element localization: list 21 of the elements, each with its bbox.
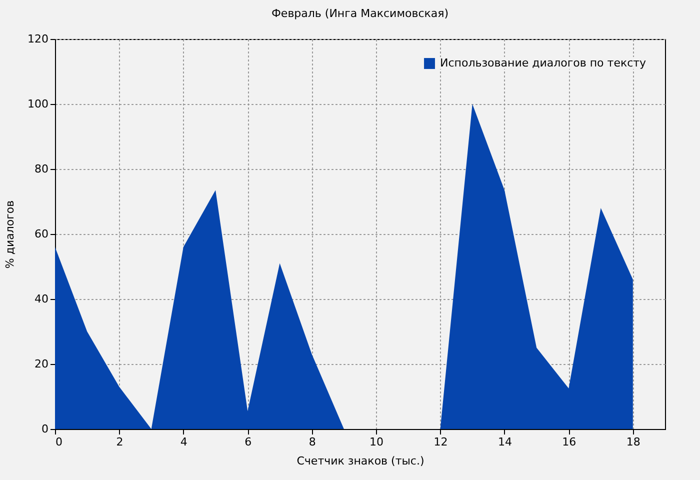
x-tick-label: 16 [562,436,576,448]
y-tick-label: 40 [34,292,48,306]
x-tick-label: 8 [308,436,316,448]
x-tick-label: 4 [180,436,188,448]
y-tick-label: 0 [42,422,48,436]
x-tick-label: 2 [116,436,124,448]
x-tick-label: 6 [244,436,252,448]
x-tick-label: 10 [370,436,384,448]
y-tick-label: 60 [34,228,48,240]
x-tick-label: 14 [498,436,512,448]
y-axis-title: % диалогов [4,200,17,269]
x-tick-label: 18 [626,436,640,448]
x-tick-label: 0 [56,436,62,448]
y-tick-label: 20 [34,358,48,370]
y-tick-label: 120 [28,32,48,46]
x-tick-label: 12 [434,436,448,448]
y-tick-label: 80 [34,162,48,176]
legend-label: Использование диалогов по тексту [440,56,647,70]
y-tick-label: 100 [28,98,48,110]
x-axis-title: Счетчик знаков (тыс.) [296,454,424,468]
chart-title: Февраль (Инга Максимовская) [271,7,449,20]
